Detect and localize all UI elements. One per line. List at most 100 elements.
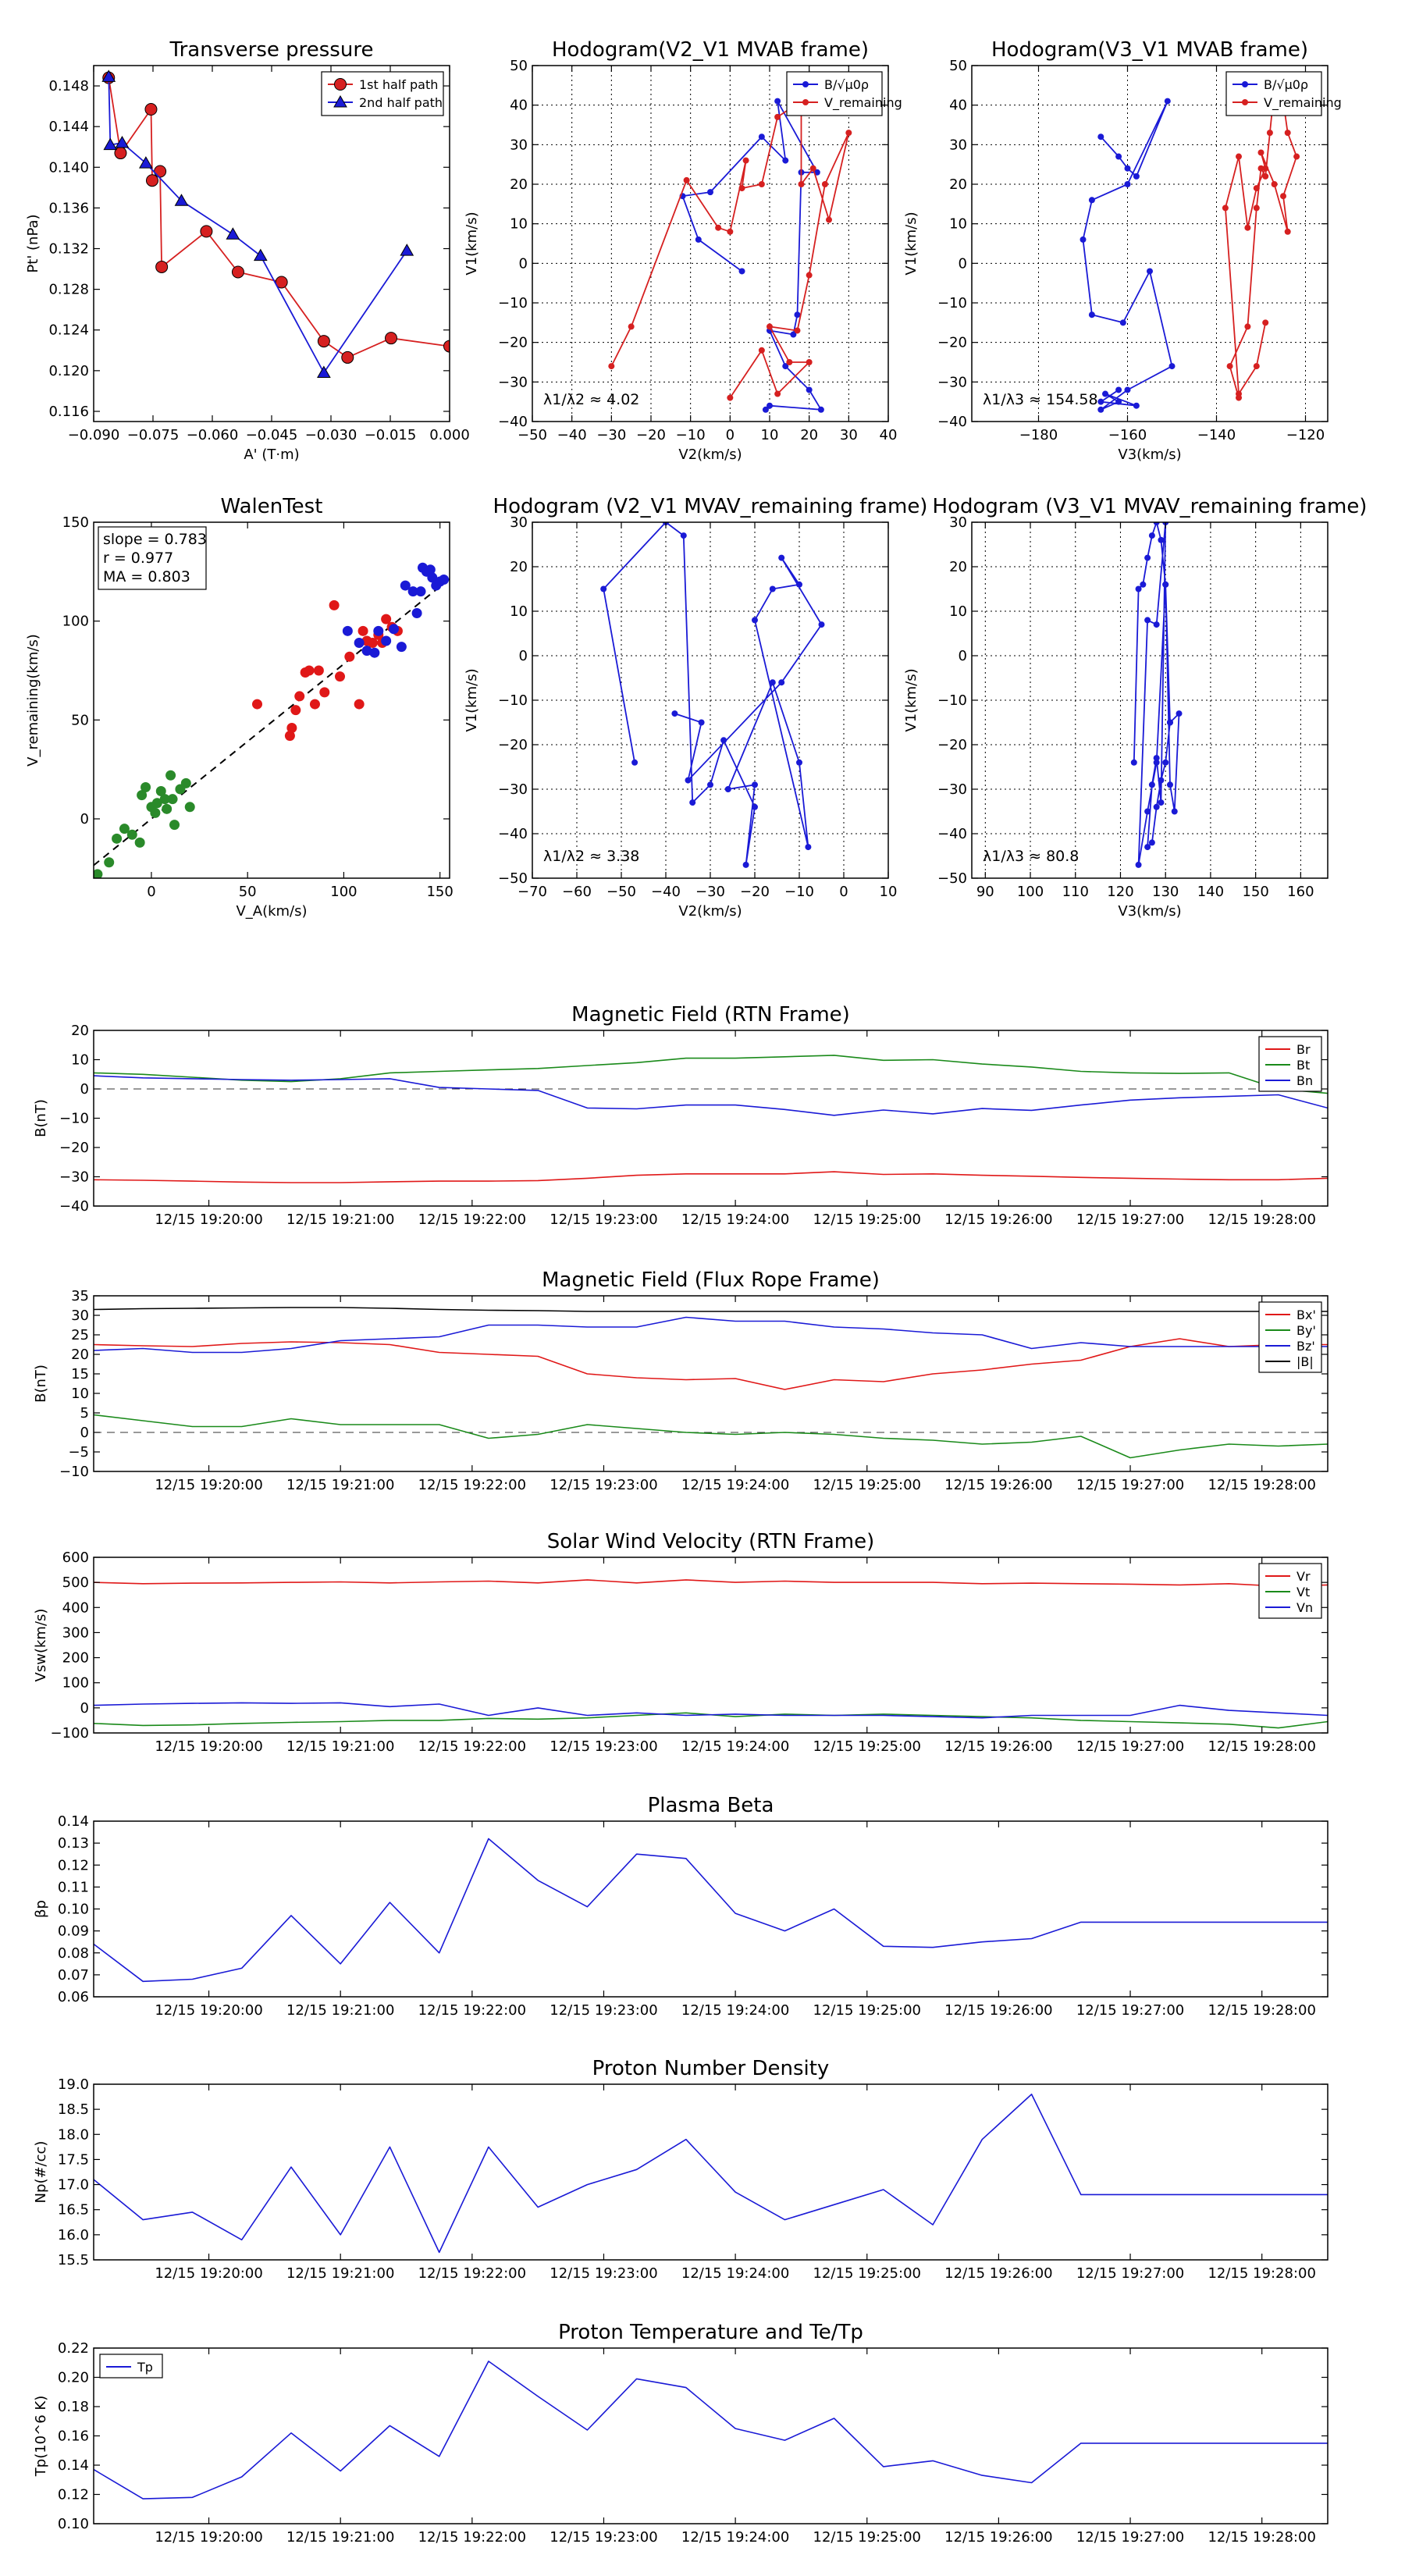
data-point xyxy=(385,332,398,345)
y-tick-label: 0.14 xyxy=(58,2457,89,2474)
x-tick-label: 160 xyxy=(1287,884,1314,900)
chart-h4: Hodogram (V3_V1 MVAV_remaining frame) 90 1… xyxy=(903,495,1367,920)
chart-title: Transverse pressure xyxy=(169,38,374,62)
data-point xyxy=(1133,402,1140,409)
series-late xyxy=(342,562,450,658)
y-tick-label: −30 xyxy=(59,1169,89,1186)
y-tick-label: 17.5 xyxy=(58,2151,89,2168)
data-point xyxy=(1222,205,1229,212)
data-point xyxy=(1088,311,1095,318)
data-point xyxy=(317,335,330,348)
legend-label: |B| xyxy=(1297,1354,1314,1369)
data-point xyxy=(1097,406,1104,413)
y-tick-label: −40 xyxy=(498,826,528,842)
data-point xyxy=(284,731,295,742)
data-point xyxy=(1162,581,1169,588)
x-tick-label: −0.090 xyxy=(68,427,120,443)
y-tick-label: 100 xyxy=(62,1675,89,1692)
y-tick-label: 16.0 xyxy=(58,2227,89,2243)
data-point xyxy=(184,802,195,813)
eigenvalue-annotation: λ1/λ2 ≈ 4.02 xyxy=(543,391,639,408)
y-tick-label: −10 xyxy=(937,295,967,311)
series-line xyxy=(94,1579,1328,1587)
data-point xyxy=(671,710,678,717)
data-point xyxy=(134,837,145,848)
chart-ts4: Plasma Beta 12/15 19:20:00 12/15 19:21:00 1… xyxy=(33,1794,1329,2019)
data-point xyxy=(752,617,758,624)
data-point xyxy=(389,624,400,635)
data-point xyxy=(1253,185,1260,192)
chart-title: Hodogram(V2_V1 MVAB frame) xyxy=(552,38,869,62)
data-point xyxy=(344,651,355,662)
y-tick-label: 50 xyxy=(71,712,89,728)
legend: Tp xyxy=(99,2354,163,2379)
legend-label: Bt xyxy=(1297,1058,1310,1073)
y-tick-label: 50 xyxy=(510,58,528,74)
legend-label: B/√μ0ρ xyxy=(824,77,869,92)
data-point xyxy=(798,181,805,187)
y-tick-label: 15.5 xyxy=(58,2252,89,2268)
data-point xyxy=(1166,719,1173,726)
x-tick-label: 150 xyxy=(426,884,453,900)
data-point xyxy=(1253,205,1260,212)
series-|B| xyxy=(94,1307,1328,1312)
x-tick-label: −0.045 xyxy=(246,427,298,443)
data-point xyxy=(778,554,785,561)
y-tick-label: 0.13 xyxy=(58,1835,89,1852)
data-point xyxy=(290,705,301,716)
data-point xyxy=(119,824,130,834)
x-tick-label: 12/15 19:24:00 xyxy=(681,2529,789,2546)
y-tick-label: 0.06 xyxy=(58,1989,89,2005)
y-tick-label: 0.124 xyxy=(48,322,89,339)
x-tick-label: 12/15 19:26:00 xyxy=(944,2002,1052,2019)
x-tick-label: −20 xyxy=(740,884,770,900)
data-point xyxy=(769,585,776,592)
y-tick-label: 0.144 xyxy=(48,119,89,135)
x-tick-label: 12/15 19:23:00 xyxy=(550,1477,657,1493)
data-point xyxy=(342,625,353,636)
x-axis-label: V_A(km/s) xyxy=(236,903,307,920)
legend-label: 1st half path xyxy=(359,77,438,92)
data-point xyxy=(439,574,450,585)
stats-frame xyxy=(98,526,207,590)
x-tick-label: 12/15 19:22:00 xyxy=(418,2265,526,2282)
x-tick-label: −60 xyxy=(562,884,592,900)
data-point xyxy=(1124,181,1131,187)
x-tick-label: 12/15 19:22:00 xyxy=(418,1212,526,1228)
data-point xyxy=(1148,532,1155,539)
series-1st half path xyxy=(102,71,450,364)
y-tick-label: −40 xyxy=(59,1198,89,1215)
data-point xyxy=(738,268,745,275)
x-tick-label: −0.075 xyxy=(127,427,180,443)
data-point xyxy=(817,406,824,413)
x-tick-label: −50 xyxy=(518,427,547,443)
y-tick-label: −40 xyxy=(937,414,967,430)
x-tick-label: −40 xyxy=(557,427,587,443)
fit-line xyxy=(94,578,450,866)
legend-label: Vt xyxy=(1297,1585,1310,1599)
y-tick-label: −5 xyxy=(68,1444,89,1461)
x-tick-label: −50 xyxy=(606,884,636,900)
data-point xyxy=(381,635,392,646)
x-tick-label: 12/15 19:27:00 xyxy=(1076,2265,1184,2282)
data-point xyxy=(165,770,176,781)
y-tick-label: −20 xyxy=(498,335,528,351)
x-axis-label: V3(km/s) xyxy=(1118,447,1181,463)
data-point xyxy=(707,189,713,196)
data-point xyxy=(115,136,130,148)
data-point xyxy=(1088,197,1095,204)
data-point xyxy=(180,777,191,788)
series-Vn xyxy=(94,1702,1328,1719)
data-point xyxy=(1097,133,1104,141)
data-point xyxy=(796,759,802,766)
data-point xyxy=(294,691,305,702)
series-Bz' xyxy=(94,1316,1328,1354)
series-line xyxy=(1133,522,1180,866)
x-tick-label: −120 xyxy=(1286,427,1325,443)
data-point xyxy=(685,777,692,784)
y-tick-label: −30 xyxy=(498,374,528,390)
x-tick-label: 12/15 19:26:00 xyxy=(944,2529,1052,2546)
data-point xyxy=(1153,759,1160,766)
eigenvalue-annotation: λ1/λ3 ≈ 80.8 xyxy=(983,848,1079,865)
data-point xyxy=(361,646,372,656)
